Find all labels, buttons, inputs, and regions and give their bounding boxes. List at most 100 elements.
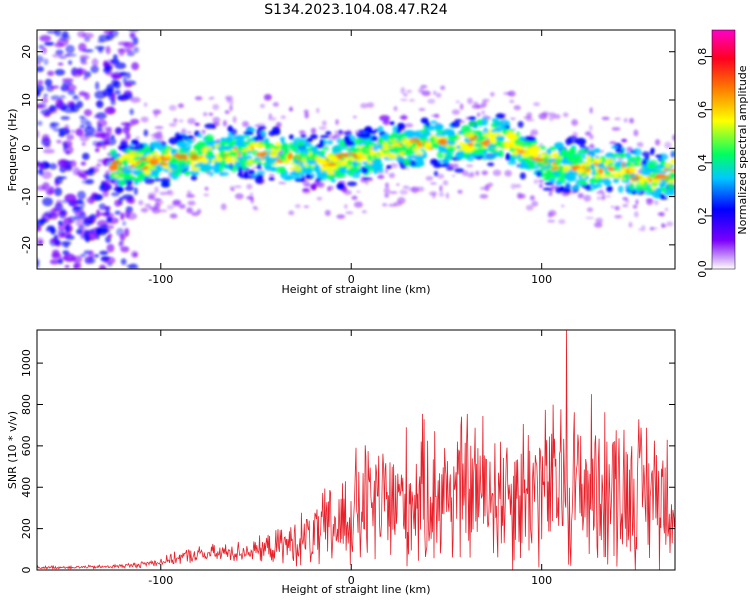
heatmap-cell [120,258,127,265]
heatmap-cell [509,99,515,103]
heatmap-cell [586,155,592,163]
heatmap-cell [467,173,475,178]
heatmap-cell [644,191,653,196]
heatmap-cell [79,124,85,129]
heatmap-cell [430,160,441,166]
heatmap-cell [126,72,131,79]
heatmap-cell [122,76,127,85]
heatmap-cell [186,194,195,198]
heatmap-cell [641,151,651,157]
heatmap-cell [132,157,141,161]
heatmap-cell [479,194,489,199]
heatmap-cell [183,170,191,176]
heatmap-cell [186,135,194,140]
heatmap-cell [212,103,220,111]
heatmap-cell [361,167,369,174]
heatmap-cell [539,152,549,157]
heatmap-cell [507,90,516,97]
snr-y-tick-label: 200 [20,518,33,539]
heatmap-cell [383,187,391,194]
heatmap-cell [186,190,192,196]
heatmap-cell [384,182,390,188]
heatmap-cell [157,130,163,137]
heatmap-cell [190,153,198,161]
heatmap-cell [57,62,64,66]
heatmap-cell [646,198,653,206]
heatmap-cell [256,163,262,170]
heatmap-cell [592,184,598,189]
heatmap-cell [114,199,121,207]
heatmap-cell [111,160,121,165]
heatmap-cell [152,109,162,115]
heatmap-cell [220,137,227,142]
heatmap-cell [79,57,87,64]
heatmap-cell [48,163,58,170]
heatmap-cell [91,58,99,67]
heatmap-cell [264,164,272,171]
heatmap-cell [61,78,74,82]
heatmap-cell [480,186,486,191]
heatmap-cell [372,154,377,161]
heatmap-cell [338,152,344,160]
heatmap-cell [178,153,189,162]
heatmap-cell [548,114,554,121]
heatmap-cell [396,183,400,186]
heatmap-cell [42,197,54,207]
heatmap-cell [531,200,539,207]
heatmap-cell [366,154,373,162]
spectrogram-frame [36,29,676,270]
heatmap-cell [329,170,335,175]
heatmap-cell [650,227,658,230]
heatmap-cell [445,192,449,199]
heatmap-cell [609,141,617,145]
heatmap-cell [575,137,587,146]
heatmap-cell [40,218,50,223]
heatmap-cell [526,112,533,118]
heatmap-cell [667,182,674,190]
heatmap-cell [147,194,155,200]
heatmap-cell [186,131,192,134]
heatmap-cell [466,154,475,162]
heatmap-cell [464,145,475,150]
heatmap-cell [41,170,52,180]
heatmap-cell [387,135,395,141]
heatmap-cell [388,203,398,207]
heatmap-cell [126,51,135,57]
heatmap-cell [398,158,405,163]
heatmap-cell [49,122,60,127]
heatmap-cell [332,148,340,155]
heatmap-cell [191,211,200,217]
heatmap-cell [373,168,378,175]
snr-x-axis-label: Height of straight line (km) [281,583,430,596]
snr-x-tick-label: -100 [148,574,173,587]
heatmap-cell [113,54,118,60]
heatmap-cell [93,254,100,258]
heatmap-cell [267,117,277,121]
heatmap-cell [209,171,214,177]
heatmap-cell [152,140,162,148]
heatmap-cell [74,215,81,221]
heatmap-cell [419,148,427,153]
heatmap-cell [438,192,445,197]
heatmap-cell [325,131,332,135]
heatmap-cell [128,151,139,159]
heatmap-cell [58,158,70,168]
heatmap-cell [379,115,391,122]
spectrogram-x-tick-label: 0 [348,273,355,286]
heatmap-cell [464,132,475,139]
heatmap-cell [607,166,614,170]
heatmap-cell [66,134,75,141]
heatmap-cell [146,153,152,161]
heatmap-cell [241,150,248,157]
heatmap-cell [664,208,669,211]
heatmap-cell [429,182,437,185]
heatmap-cell [612,153,621,158]
heatmap-cell [123,173,133,180]
heatmap-cell [378,137,384,145]
heatmap-cell [408,145,414,150]
heatmap-cell [76,68,87,75]
colorbar-tick-label: 0.4 [696,154,709,172]
heatmap-cell [344,204,348,209]
heatmap-cell [489,136,497,145]
heatmap-cell [70,199,79,208]
